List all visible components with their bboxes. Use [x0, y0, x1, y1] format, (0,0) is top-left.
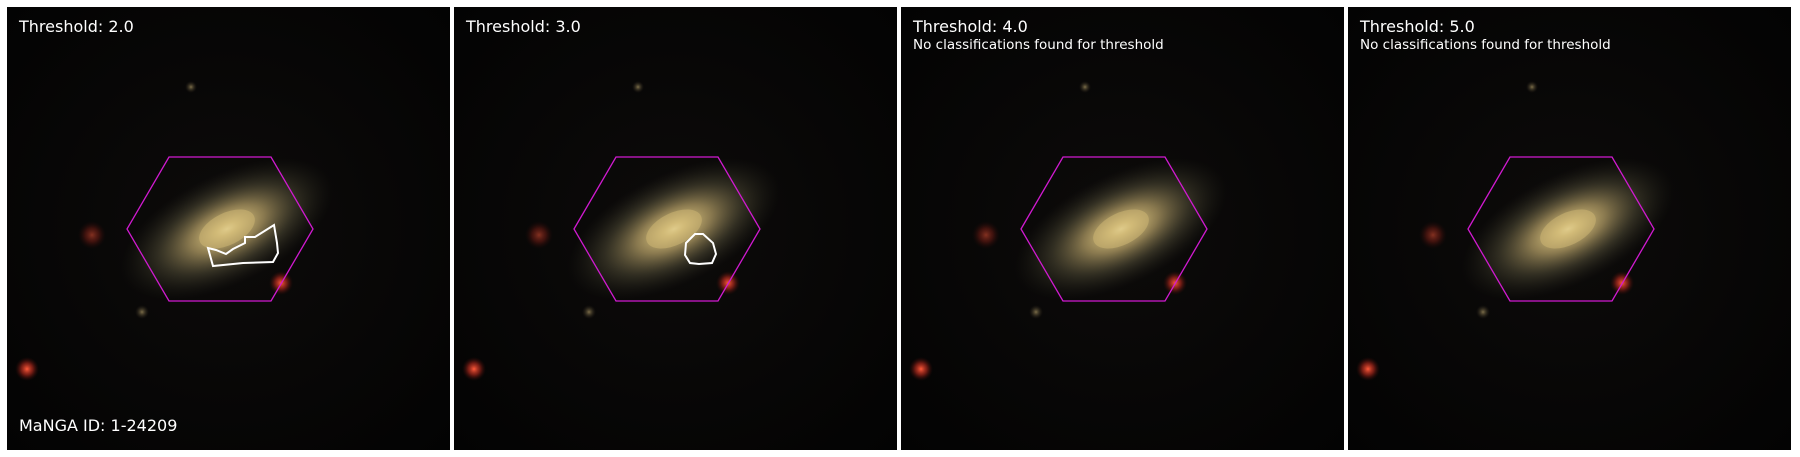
panel-threshold-5: Threshold: 5.0 No classifications found … — [1348, 7, 1791, 450]
manga-id-label: MaNGA ID: 1-24209 — [19, 416, 178, 435]
ifu-hexagon — [573, 156, 761, 302]
ifu-hexagon — [1467, 156, 1655, 302]
classification-contour — [683, 233, 718, 266]
galaxy-image — [454, 7, 897, 450]
panel-threshold-2: Threshold: 2.0 MaNGA ID: 1-24209 — [7, 7, 450, 450]
no-classification-note: No classifications found for threshold — [913, 37, 1164, 53]
panel-threshold-3: Threshold: 3.0 — [454, 7, 897, 450]
no-classification-note: No classifications found for threshold — [1360, 37, 1611, 53]
panel-title: Threshold: 4.0 — [913, 17, 1028, 36]
panel-title: Threshold: 5.0 — [1360, 17, 1475, 36]
ifu-hexagon — [126, 156, 314, 302]
galaxy-image — [901, 7, 1344, 450]
panel-threshold-4: Threshold: 4.0 No classifications found … — [901, 7, 1344, 450]
panel-title: Threshold: 3.0 — [466, 17, 581, 36]
panel-title: Threshold: 2.0 — [19, 17, 134, 36]
classification-contour — [206, 223, 280, 268]
ifu-hexagon — [1020, 156, 1208, 302]
galaxy-image — [1348, 7, 1791, 450]
galaxy-image — [7, 7, 450, 450]
